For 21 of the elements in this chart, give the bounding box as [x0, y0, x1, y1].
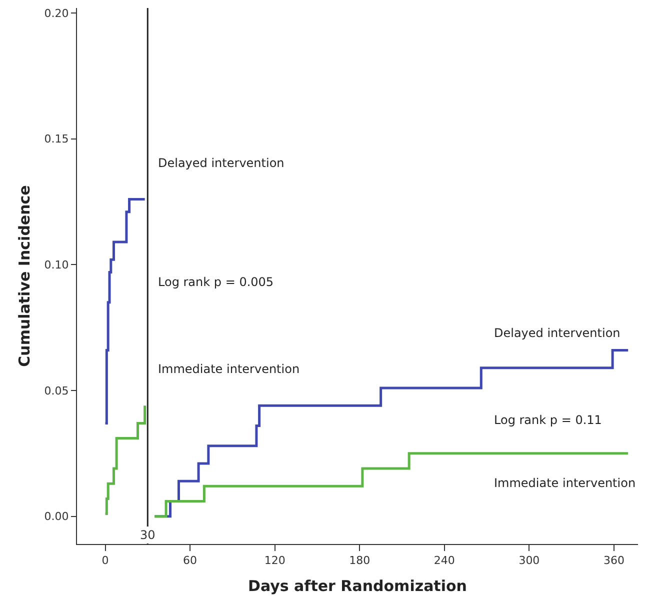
annotation: Log rank p = 0.11	[494, 413, 602, 427]
ref-line-label: 30	[140, 528, 156, 542]
y-tick-label: 0.15	[44, 132, 69, 146]
annotation: Delayed intervention	[158, 156, 284, 170]
y-axis-title: Cumulative Incidence	[16, 185, 34, 367]
y-tick-label: 0.10	[44, 258, 69, 272]
annotation: Immediate intervention	[494, 476, 636, 490]
y-tick-label: 0.20	[44, 6, 69, 20]
y-tick-label: 0.05	[44, 384, 69, 398]
annotation: Delayed intervention	[494, 326, 620, 340]
x-tick-label: 300	[518, 554, 540, 568]
x-tick-label: 360	[603, 554, 624, 568]
x-axis-title: Days after Randomization	[248, 577, 467, 596]
x-tick-label: 60	[183, 554, 198, 568]
annotation: Immediate intervention	[158, 362, 300, 376]
x-tick-label: 120	[264, 554, 286, 568]
x-tick-label: 180	[349, 554, 370, 568]
x-tick-label: 240	[434, 554, 455, 568]
annotation: Log rank p = 0.005	[158, 275, 274, 289]
y-tick-label: 0.00	[44, 510, 69, 524]
x-tick-label: 0	[102, 554, 109, 568]
